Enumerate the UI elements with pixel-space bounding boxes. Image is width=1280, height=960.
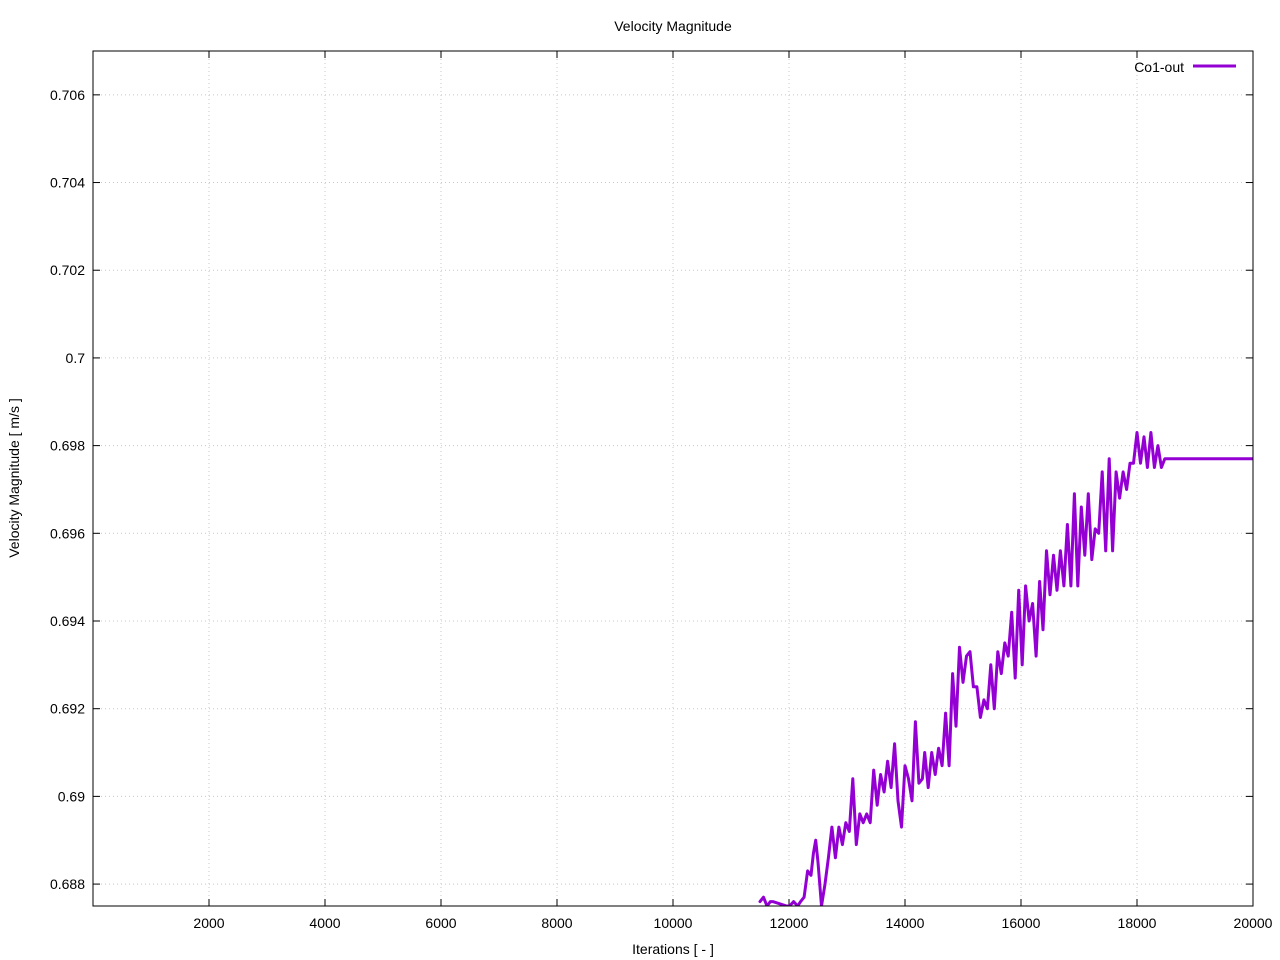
x-tick-label: 16000 [1002,915,1041,931]
series-line-co1-out [758,431,1253,906]
y-tick-label: 0.702 [50,262,85,278]
legend: Co1-out [1134,59,1236,75]
y-tick-label: 0.69 [58,788,85,804]
axis-ticks: 2000 4000 6000 8000 10000 12000 14000 16000 1800… [50,51,1273,931]
x-tick-label: 4000 [309,915,340,931]
x-tick-label: 6000 [425,915,456,931]
y-tick-label: 0.694 [50,613,85,629]
plot-series [758,431,1253,906]
y-tick-label: 0.704 [50,175,85,191]
x-tick-label: 14000 [886,915,925,931]
x-tick-label: 18000 [1118,915,1157,931]
y-tick-label: 0.696 [50,525,85,541]
x-tick-label: 8000 [541,915,572,931]
x-tick-label: 2000 [193,915,224,931]
grid [93,51,1253,906]
y-tick-label: 0.688 [50,876,85,892]
x-tick-label: 12000 [770,915,809,931]
y-tick-label: 0.7 [66,350,86,366]
x-axis-label: Iterations [ - ] [632,941,714,957]
y-tick-label: 0.698 [50,438,85,454]
chart-title: Velocity Magnitude [614,18,732,34]
x-tick-label: 20000 [1234,915,1273,931]
legend-label-co1-out: Co1-out [1134,59,1184,75]
y-tick-label: 0.706 [50,87,85,103]
plot-frame [92,50,1254,907]
y-axis-label: Velocity Magnitude [ m/s ] [6,398,22,558]
x-tick-label: 10000 [654,915,693,931]
y-tick-label: 0.692 [50,701,85,717]
